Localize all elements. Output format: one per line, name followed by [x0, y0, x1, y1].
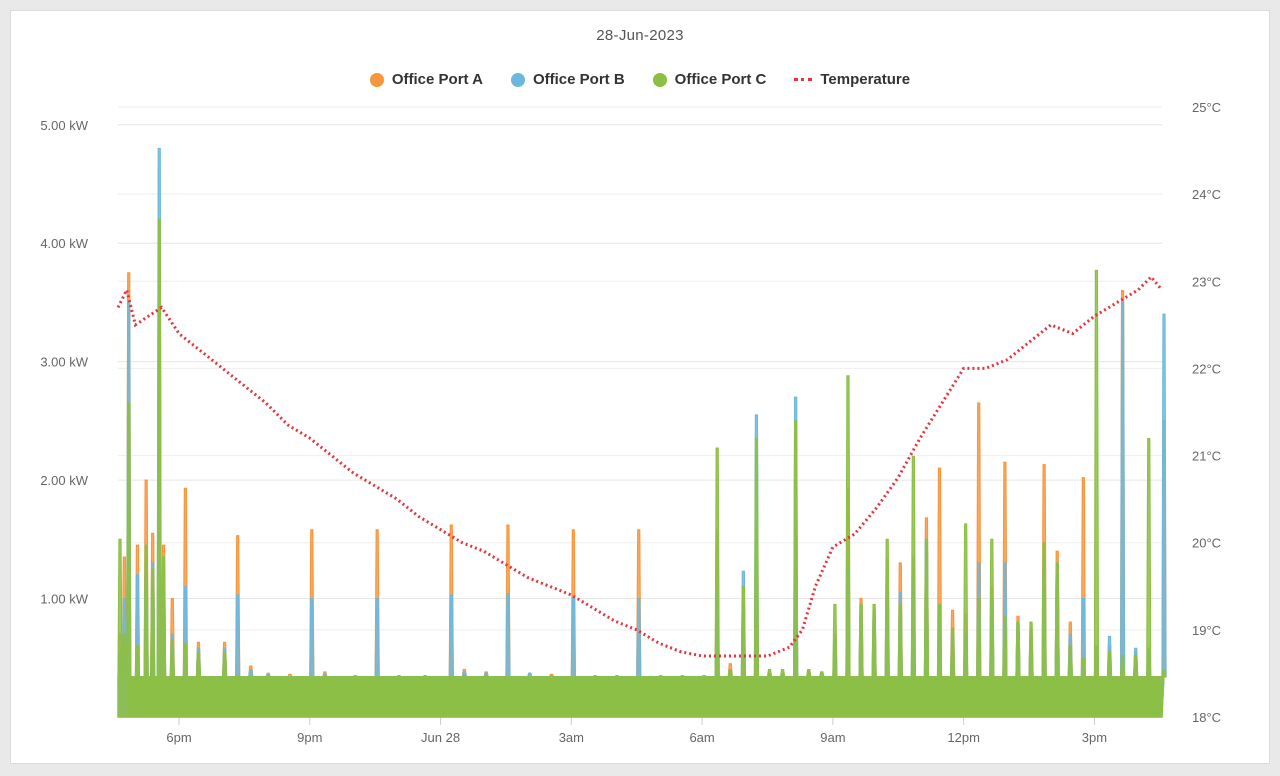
- area-office-port-c: [117, 218, 1167, 718]
- area-base-band: [128, 676, 1162, 717]
- chart-card: 28-Jun-2023 Office Port A Office Port B …: [10, 10, 1270, 764]
- y-left-tick-label: 1.00 kW: [40, 592, 88, 607]
- legend-label: Office Port A: [391, 71, 483, 88]
- y-left-tick-label: 4.00 kW: [40, 236, 88, 251]
- legend: Office Port A Office Port B Office Port …: [11, 71, 1269, 88]
- area-office-port-a: [117, 272, 1167, 718]
- x-tick-label: 3pm: [1082, 730, 1107, 745]
- legend-item-office-port-a[interactable]: Office Port A: [369, 71, 483, 88]
- legend-label: Office Port B: [532, 71, 625, 88]
- y-right-tick-label: 19°C: [1192, 623, 1221, 638]
- legend-item-office-port-c[interactable]: Office Port C: [652, 71, 767, 88]
- legend-item-office-port-b[interactable]: Office Port B: [510, 71, 625, 88]
- y-right-tick-label: 18°C: [1192, 710, 1221, 725]
- x-tick-label: Jun 28: [421, 730, 460, 745]
- x-tick-label: 9pm: [297, 730, 322, 745]
- y-right-tick-label: 21°C: [1192, 449, 1221, 464]
- legend-label: Temperature: [820, 71, 911, 88]
- x-tick-label: 3am: [559, 730, 584, 745]
- legend-dotted-line-icon: [794, 78, 813, 81]
- chart-title: 28-Jun-2023: [596, 27, 684, 44]
- y-right-tick-label: 23°C: [1192, 274, 1221, 289]
- y-left-tick-label: 3.00 kW: [40, 355, 88, 370]
- legend-dot-green-icon: [652, 72, 667, 87]
- y-right-tick-label: 20°C: [1192, 536, 1221, 551]
- x-tick-label: 6pm: [166, 730, 191, 745]
- legend-label: Office Port C: [674, 71, 767, 88]
- y-right-tick-label: 25°C: [1192, 100, 1221, 115]
- x-tick-label: 9am: [820, 730, 845, 745]
- area-office-port-b: [117, 147, 1167, 718]
- x-tick-label: 6am: [689, 730, 714, 745]
- legend-item-temperature[interactable]: Temperature: [794, 71, 910, 88]
- legend-dot-blue-icon: [510, 72, 525, 87]
- y-right-tick-label: 24°C: [1192, 187, 1221, 202]
- legend-dot-orange-icon: [369, 72, 384, 87]
- chart-plot: 1.00 kW 2.00 kW 3.00 kW 4.00 kW 5.00 kW 18°C 1…: [40, 100, 1221, 745]
- y-right-tick-label: 22°C: [1192, 361, 1221, 376]
- line-temperature: [116, 274, 1164, 658]
- y-left-tick-label: 2.00 kW: [40, 473, 88, 488]
- y-left-tick-label: 5.00 kW: [40, 118, 88, 133]
- x-tick-label: 12pm: [947, 730, 980, 745]
